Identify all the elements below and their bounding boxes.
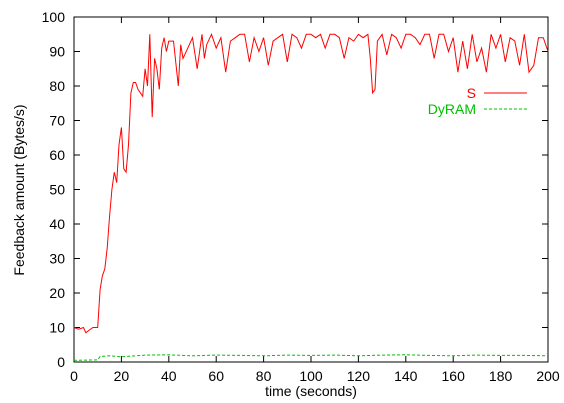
y-tick-label: 50 bbox=[49, 182, 65, 198]
x-axis-ticks: 0 20 40 60 80 100 120 140 160 180 200 bbox=[70, 17, 560, 384]
series-line-s bbox=[73, 32, 549, 334]
x-tick-label: 40 bbox=[161, 368, 177, 384]
x-tick-label: 140 bbox=[394, 368, 418, 384]
y-axis-label: Feedback amount (Bytes/s) bbox=[11, 104, 27, 275]
x-tick-label: 160 bbox=[442, 368, 466, 384]
y-tick-label: 20 bbox=[49, 285, 65, 301]
y-tick-label: 0 bbox=[57, 354, 65, 370]
y-tick-label: 60 bbox=[49, 147, 65, 163]
y-tick-label: 40 bbox=[49, 216, 65, 232]
x-tick-label: 0 bbox=[70, 368, 78, 384]
x-tick-label: 60 bbox=[208, 368, 224, 384]
y-tick-label: 90 bbox=[49, 44, 65, 60]
y-tick-label: 30 bbox=[49, 251, 65, 267]
x-tick-label: 100 bbox=[299, 368, 323, 384]
x-axis-label: time (seconds) bbox=[265, 383, 357, 399]
x-tick-label: 200 bbox=[536, 368, 560, 384]
x-tick-label: 80 bbox=[256, 368, 272, 384]
legend-label-dyram: DyRAM bbox=[428, 101, 476, 117]
series-layer bbox=[73, 32, 549, 361]
y-tick-label: 100 bbox=[42, 9, 66, 25]
x-tick-label: 20 bbox=[114, 368, 130, 384]
series-line-dyram bbox=[73, 354, 549, 361]
x-tick-label: 180 bbox=[489, 368, 513, 384]
y-tick-label: 70 bbox=[49, 113, 65, 129]
y-tick-label: 10 bbox=[49, 320, 65, 336]
y-tick-label: 80 bbox=[49, 78, 65, 94]
y-axis-ticks: 0 10 20 30 40 50 60 70 80 90 100 bbox=[42, 9, 548, 370]
x-tick-label: 120 bbox=[347, 368, 371, 384]
legend-label-s: S bbox=[467, 85, 476, 101]
